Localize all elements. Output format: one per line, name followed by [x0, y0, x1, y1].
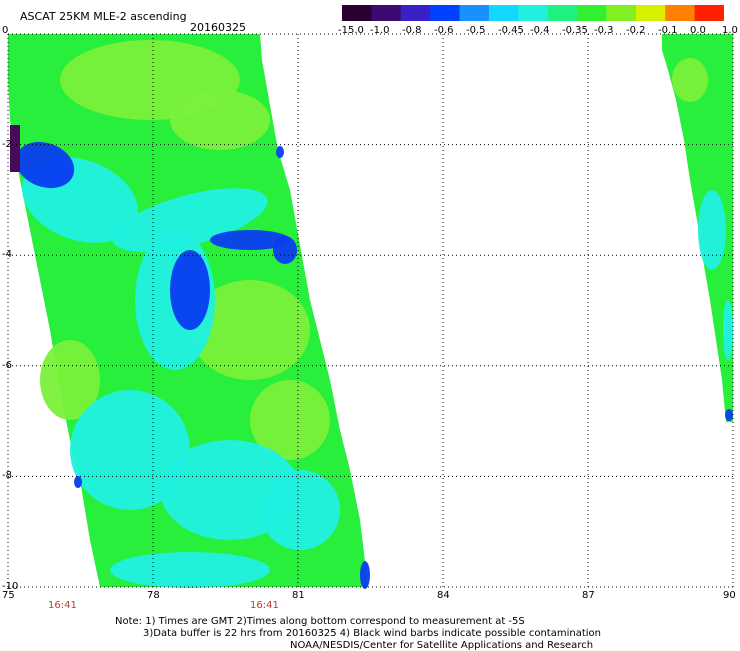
y-tick-label: 0	[2, 25, 9, 36]
note-line-1: Note: 1) Times are GMT 2)Times along bot…	[115, 616, 525, 627]
colorbar-label: -0.4	[530, 25, 550, 36]
colorbar-label: 0.0	[690, 25, 706, 36]
colorbar-label: 1.0	[722, 25, 738, 36]
light-green-patch	[190, 280, 310, 380]
light-green-patch	[170, 90, 270, 150]
cyan-patch	[260, 470, 340, 550]
cyan-patch	[723, 300, 733, 360]
colorbar	[342, 5, 725, 21]
x-tick-label: 84	[437, 590, 450, 601]
cyan-patch	[112, 188, 268, 252]
cyan-patch	[70, 390, 190, 510]
time-label-2: 16:41	[250, 600, 279, 611]
colorbar-swatch	[547, 5, 578, 21]
colorbar-labels: -15.0 -1.0 -0.8 -0.6 -0.5 -0.45 -0.4 -0.35 -0.3 -…	[330, 25, 738, 37]
colorbar-label: -15.0	[338, 25, 364, 36]
colorbar-label: -1.0	[370, 25, 390, 36]
x-tick-label: 75	[2, 590, 15, 601]
colorbar-swatch	[577, 5, 607, 21]
colorbar-swatch	[430, 5, 461, 21]
light-green-patch	[250, 380, 330, 460]
colorbar-label: -0.5	[466, 25, 486, 36]
blue-patch	[210, 230, 290, 250]
right-swath	[662, 34, 733, 422]
colorbar-swatch	[488, 5, 519, 21]
colorbar-label: -0.45	[498, 25, 524, 36]
blue-patch	[15, 141, 75, 189]
dark-purple-patch	[10, 125, 20, 172]
light-green-patch	[40, 340, 100, 420]
colorbar-swatch	[342, 5, 372, 21]
y-tick-label: -6	[2, 359, 12, 371]
colorbar-swatch	[665, 5, 696, 21]
x-tick-label: 90	[723, 590, 736, 601]
colorbar-label: -0.3	[594, 25, 614, 36]
colorbar-label: -0.2	[626, 25, 646, 36]
colorbar-swatch	[635, 5, 666, 21]
colorbar-swatches	[342, 5, 725, 21]
blue-patch	[273, 236, 297, 264]
blue-patch	[360, 561, 370, 589]
blue-patch	[276, 146, 284, 158]
colorbar-swatch	[694, 5, 725, 21]
x-tick-label: 87	[582, 590, 595, 601]
colorbar-swatch	[459, 5, 490, 21]
colorbar-label: -0.8	[402, 25, 422, 36]
y-tick-label: -4	[2, 249, 12, 261]
x-tick-label: 78	[147, 590, 160, 601]
date-label: 20160325	[190, 21, 246, 34]
cyan-patch	[110, 552, 270, 588]
y-tick-label: -2	[2, 138, 12, 150]
y-tick-label: -8	[2, 470, 12, 482]
blue-patch	[74, 476, 82, 488]
colorbar-swatch	[400, 5, 431, 21]
colorbar-swatch	[606, 5, 637, 21]
x-tick-label: 81	[292, 590, 305, 601]
colorbar-label: -0.35	[562, 25, 588, 36]
blue-patch	[725, 409, 733, 421]
colorbar-swatch	[371, 5, 402, 21]
colorbar-swatch	[518, 5, 549, 21]
time-label-1: 16:41	[48, 600, 77, 611]
y-tick-label: -10	[2, 581, 19, 592]
chart-title: ASCAT 25KM MLE-2 ascending	[20, 10, 187, 23]
light-green-patch	[672, 58, 708, 102]
blue-patch	[170, 250, 210, 330]
note-line-2: 3)Data buffer is 22 hrs from 20160325 4)…	[143, 628, 601, 639]
colorbar-label: -0.1	[658, 25, 678, 36]
note-line-3: NOAA/NESDIS/Center for Satellite Applica…	[290, 640, 594, 651]
colorbar-label: -0.6	[434, 25, 454, 36]
cyan-patch	[698, 190, 726, 270]
